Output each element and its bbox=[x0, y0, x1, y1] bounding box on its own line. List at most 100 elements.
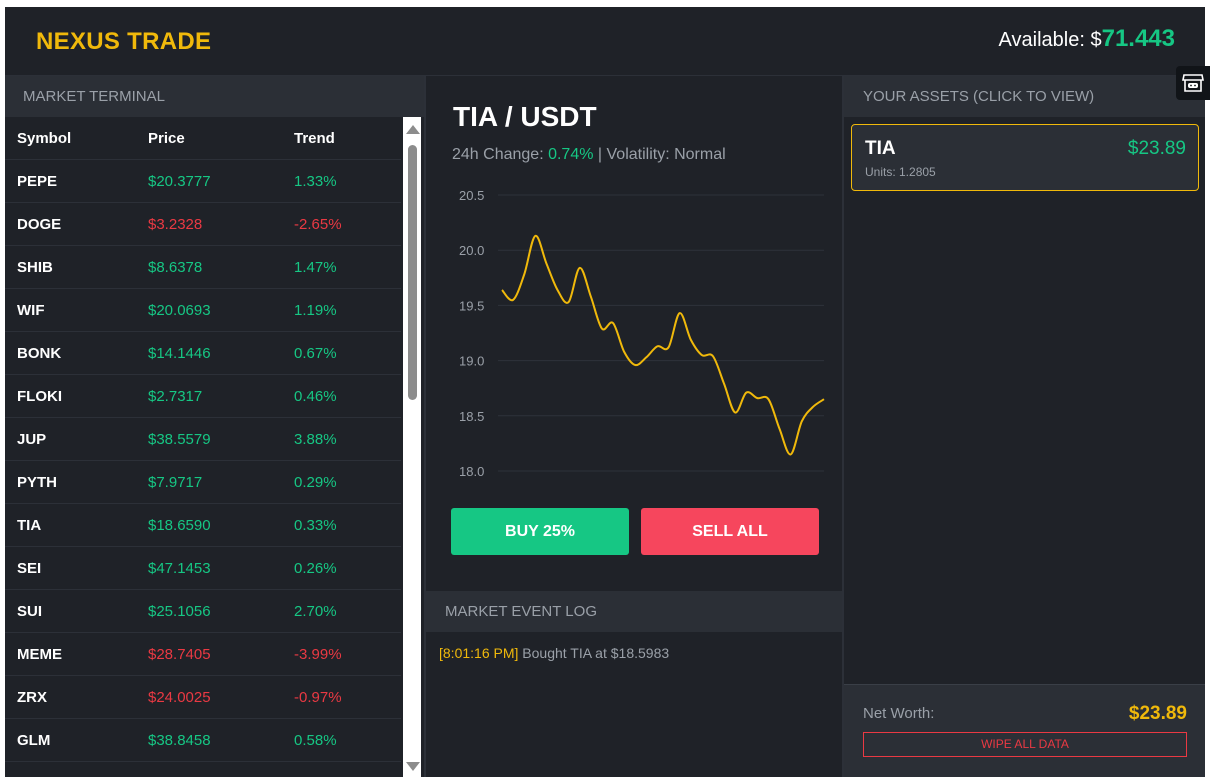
market-table: Symbol Price Trend PEPE $20.3777 1.33% DOGE… bbox=[5, 117, 401, 777]
market-scrollbar[interactable] bbox=[403, 117, 421, 777]
asset-units: Units: 1.2805 bbox=[865, 165, 936, 179]
gamepad-store-icon bbox=[1182, 74, 1204, 92]
price-line-series bbox=[501, 234, 825, 456]
row-trend: 0.33% bbox=[294, 517, 337, 534]
balance-currency: $ bbox=[1090, 29, 1102, 51]
trading-app: NEXUS TRADE Available: $71.443 MARKET TE… bbox=[5, 7, 1205, 777]
row-symbol: PEPE bbox=[17, 173, 58, 190]
scroll-down-arrow-icon[interactable] bbox=[406, 762, 420, 771]
market-row-wif[interactable]: WIF $20.0693 1.19% bbox=[5, 289, 401, 332]
row-symbol: PYTH bbox=[17, 474, 58, 491]
net-worth-label: Net Worth: bbox=[863, 705, 935, 722]
row-price: $7.9717 bbox=[148, 474, 203, 491]
y-tick-label: 20.0 bbox=[459, 243, 484, 258]
row-trend: -3.99% bbox=[294, 646, 342, 663]
market-row-bonk[interactable]: BONK $14.1446 0.67% bbox=[5, 332, 401, 375]
market-terminal-panel: MARKET TERMINAL Symbol Price Trend PEPE $… bbox=[5, 76, 426, 777]
row-symbol: SEI bbox=[17, 560, 42, 577]
row-price: $14.1446 bbox=[148, 345, 211, 362]
scroll-up-arrow-icon[interactable] bbox=[406, 125, 420, 134]
y-tick-label: 18.5 bbox=[459, 409, 484, 424]
row-symbol: GLM bbox=[17, 732, 51, 749]
market-row-tia[interactable]: TIA $18.6590 0.33% bbox=[5, 504, 401, 547]
row-trend: 0.46% bbox=[294, 388, 337, 405]
log-entry-text: Bought TIA at $18.5983 bbox=[518, 645, 670, 661]
volatility-text: | Volatility: Normal bbox=[593, 146, 726, 163]
row-symbol: WIF bbox=[17, 302, 45, 319]
floating-widget-button[interactable] bbox=[1176, 66, 1210, 100]
wipe-all-data-button[interactable]: WIPE ALL DATA bbox=[863, 732, 1187, 757]
market-row-sui[interactable]: SUI $25.1056 2.70% bbox=[5, 590, 401, 633]
market-row-pepe[interactable]: PEPE $20.3777 1.33% bbox=[5, 160, 401, 203]
row-price: $25.1056 bbox=[148, 603, 211, 620]
row-price: $28.7405 bbox=[148, 646, 211, 663]
row-symbol: SUI bbox=[17, 603, 43, 620]
market-row-glm[interactable]: GLM $38.8458 0.58% bbox=[5, 719, 401, 762]
row-symbol: SHIB bbox=[17, 259, 53, 276]
row-symbol: JUP bbox=[17, 431, 47, 448]
net-worth-value: $23.89 bbox=[1128, 703, 1187, 724]
pair-title: TIA / USDT bbox=[453, 101, 597, 132]
market-rows: PEPE $20.3777 1.33% DOGE $3.2328 -2.65% SHIB $8… bbox=[5, 160, 401, 762]
market-row-zrx[interactable]: ZRX $24.0025 -0.97% bbox=[5, 676, 401, 719]
row-price: $8.6378 bbox=[148, 259, 203, 276]
app-logo: NEXUS TRADE bbox=[36, 28, 212, 55]
market-row-shib[interactable]: SHIB $8.6378 1.47% bbox=[5, 246, 401, 289]
asset-card-tia[interactable]: TIA Units: 1.2805 $23.89 bbox=[851, 124, 1199, 191]
column-header-trend: Trend bbox=[294, 130, 335, 147]
row-price: $47.1453 bbox=[148, 560, 211, 577]
trade-detail-panel: TIA / USDT 24h Change: 0.74% | Volatilit… bbox=[426, 76, 844, 777]
row-symbol: BONK bbox=[17, 345, 62, 362]
market-row-meme[interactable]: MEME $28.7405 -3.99% bbox=[5, 633, 401, 676]
row-price: $3.2328 bbox=[148, 216, 203, 233]
row-symbol: ZRX bbox=[17, 689, 47, 706]
market-row-doge[interactable]: DOGE $3.2328 -2.65% bbox=[5, 203, 401, 246]
assets-panel: YOUR ASSETS (CLICK TO VIEW) TIA Units: 1… bbox=[844, 76, 1205, 777]
row-price: $24.0025 bbox=[148, 689, 211, 706]
row-price: $20.3777 bbox=[148, 173, 211, 190]
row-symbol: TIA bbox=[17, 517, 42, 534]
assets-title: YOUR ASSETS (CLICK TO VIEW) bbox=[844, 76, 1205, 117]
row-symbol: FLOKI bbox=[17, 388, 62, 405]
column-header-symbol: Symbol bbox=[17, 130, 72, 147]
balance-label: Available: bbox=[998, 29, 1091, 51]
asset-value: $23.89 bbox=[1127, 138, 1186, 159]
row-trend: -0.97% bbox=[294, 689, 342, 706]
row-price: $18.6590 bbox=[148, 517, 211, 534]
row-trend: 2.70% bbox=[294, 603, 337, 620]
market-row-jup[interactable]: JUP $38.5579 3.88% bbox=[5, 418, 401, 461]
y-tick-label: 18.0 bbox=[459, 464, 484, 479]
y-tick-label: 19.0 bbox=[459, 354, 484, 369]
row-symbol: MEME bbox=[17, 646, 62, 663]
market-row-floki[interactable]: FLOKI $2.7317 0.46% bbox=[5, 375, 401, 418]
pair-stats: 24h Change: 0.74% | Volatility: Normal bbox=[452, 146, 726, 164]
log-entry: [8:01:16 PM] Bought TIA at $18.5983 bbox=[439, 645, 669, 661]
available-balance: Available: $71.443 bbox=[999, 25, 1175, 53]
balance-amount: 71.443 bbox=[1101, 25, 1175, 52]
row-trend: -2.65% bbox=[294, 216, 342, 233]
row-trend: 0.67% bbox=[294, 345, 337, 362]
row-trend: 1.47% bbox=[294, 259, 337, 276]
row-price: $38.8458 bbox=[148, 732, 211, 749]
column-header-price: Price bbox=[148, 130, 185, 147]
scrollbar-thumb[interactable] bbox=[408, 145, 417, 400]
row-price: $2.7317 bbox=[148, 388, 203, 405]
market-terminal-title: MARKET TERMINAL bbox=[5, 76, 424, 117]
row-trend: 0.29% bbox=[294, 474, 337, 491]
row-price: $38.5579 bbox=[148, 431, 211, 448]
top-header: NEXUS TRADE Available: $71.443 bbox=[5, 7, 1205, 76]
buy-25-button[interactable]: BUY 25% bbox=[451, 508, 629, 555]
row-trend: 1.19% bbox=[294, 302, 337, 319]
row-price: $20.0693 bbox=[148, 302, 211, 319]
price-chart-svg: 20.5 20.0 19.5 19.0 18.5 18.0 bbox=[459, 188, 825, 479]
y-tick-label: 20.5 bbox=[459, 188, 484, 203]
market-row-sei[interactable]: SEI $47.1453 0.26% bbox=[5, 547, 401, 590]
change-value: 0.74% bbox=[548, 146, 594, 163]
y-tick-label: 19.5 bbox=[459, 298, 484, 313]
market-row-pyth[interactable]: PYTH $7.9717 0.29% bbox=[5, 461, 401, 504]
sell-all-button[interactable]: SELL ALL bbox=[641, 508, 819, 555]
row-trend: 3.88% bbox=[294, 431, 337, 448]
market-table-header: Symbol Price Trend bbox=[5, 117, 401, 160]
change-label: 24h Change: bbox=[452, 146, 549, 163]
market-event-log-title: MARKET EVENT LOG bbox=[426, 591, 842, 632]
